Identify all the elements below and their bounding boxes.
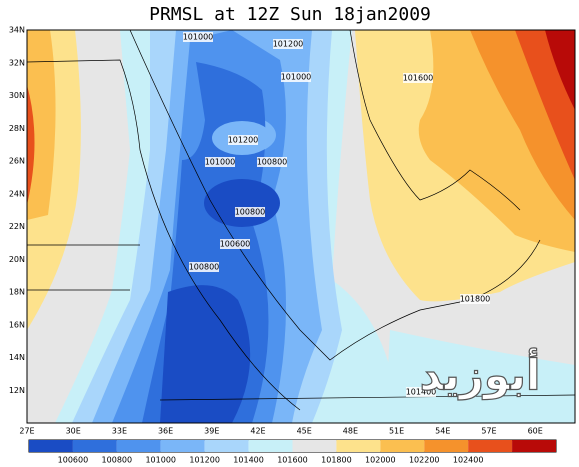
colorbar-box (116, 440, 161, 452)
contour-label: 101000 (281, 73, 312, 82)
watermark: أبوزيد (420, 348, 541, 401)
colorbar-label: 101200 (189, 456, 220, 465)
contour-label: 101800 (460, 295, 491, 304)
colorbar-label: 101600 (277, 456, 308, 465)
colorbar-label: 102000 (365, 456, 396, 465)
contour-label-bg (205, 157, 235, 167)
lat-label: 16N (9, 320, 25, 329)
colorbar-box (292, 440, 337, 452)
lon-label: 57E (481, 427, 496, 436)
contour-label: 101000 (183, 33, 214, 42)
lat-label: 30N (9, 91, 25, 100)
contour-label-bg (183, 32, 213, 42)
contour-label: 100800 (257, 158, 288, 167)
lat-label: 14N (9, 353, 25, 362)
colorbar-label: 101000 (145, 456, 176, 465)
title: PRMSL at 12Z Sun 18jan2009 (149, 4, 431, 25)
lon-label: 27E (19, 427, 34, 436)
colorbar-box (336, 440, 381, 452)
lon-label: 39E (204, 427, 219, 436)
lon-label: 48E (343, 427, 358, 436)
colorbar-label: 100800 (102, 456, 133, 465)
contour-label-bg (273, 39, 303, 49)
lon-label: 42E (250, 427, 265, 436)
colorbar-box (204, 440, 249, 452)
colorbar-box (380, 440, 425, 452)
colorbar-label: 102400 (453, 456, 484, 465)
lat-label: 28N (9, 124, 25, 133)
lon-label: 51E (389, 427, 404, 436)
contour-label-bg (220, 239, 250, 249)
lat-label: 26N (9, 157, 25, 166)
map-fields (27, 30, 575, 423)
contour-label: 100800 (235, 208, 266, 217)
contour-label: 101200 (273, 40, 304, 49)
lon-label: 45E (297, 427, 312, 436)
map-frame (26, 29, 576, 424)
contour-label-bg (189, 262, 219, 272)
colorbar-label: 101800 (321, 456, 352, 465)
lat-label: 18N (9, 288, 25, 297)
contour-label-bg (460, 294, 490, 304)
colorbar-label: 102200 (409, 456, 440, 465)
contour-label: 101400 (406, 388, 437, 397)
lon-label: 30E (66, 427, 81, 436)
colorbar-box (248, 440, 293, 452)
colorbar-box (160, 440, 205, 452)
contour-label: 100800 (189, 263, 220, 272)
contour-label-bg (281, 72, 311, 82)
colorbar-box (468, 440, 513, 452)
lon-label: 54E (435, 427, 450, 436)
colorbar-box (512, 440, 556, 452)
colorbar-box (424, 440, 469, 452)
colorbar-box (29, 440, 73, 452)
contour-label-bg (406, 387, 436, 397)
colorbar-box (72, 440, 117, 452)
lat-label: 34N (9, 26, 25, 35)
contour-label-bg (403, 73, 433, 83)
contour-label-bg (257, 157, 287, 167)
contour-label-bg (228, 135, 258, 145)
contour-label: 101600 (403, 74, 434, 83)
lon-label: 33E (112, 427, 127, 436)
lat-label: 22N (9, 222, 25, 231)
colorbar-label: 101400 (233, 456, 264, 465)
contour-label-bg (235, 207, 265, 217)
lat-label: 32N (9, 58, 25, 67)
contour-label: 101000 (205, 158, 236, 167)
lon-label: 60E (528, 427, 543, 436)
lon-label: 36E (158, 427, 173, 436)
colorbar-label: 100600 (58, 456, 89, 465)
contour-label: 101200 (228, 136, 259, 145)
lat-label: 24N (9, 189, 25, 198)
lat-label: 12N (9, 386, 25, 395)
contour-label: 100600 (220, 240, 251, 249)
lat-label: 20N (9, 255, 25, 264)
